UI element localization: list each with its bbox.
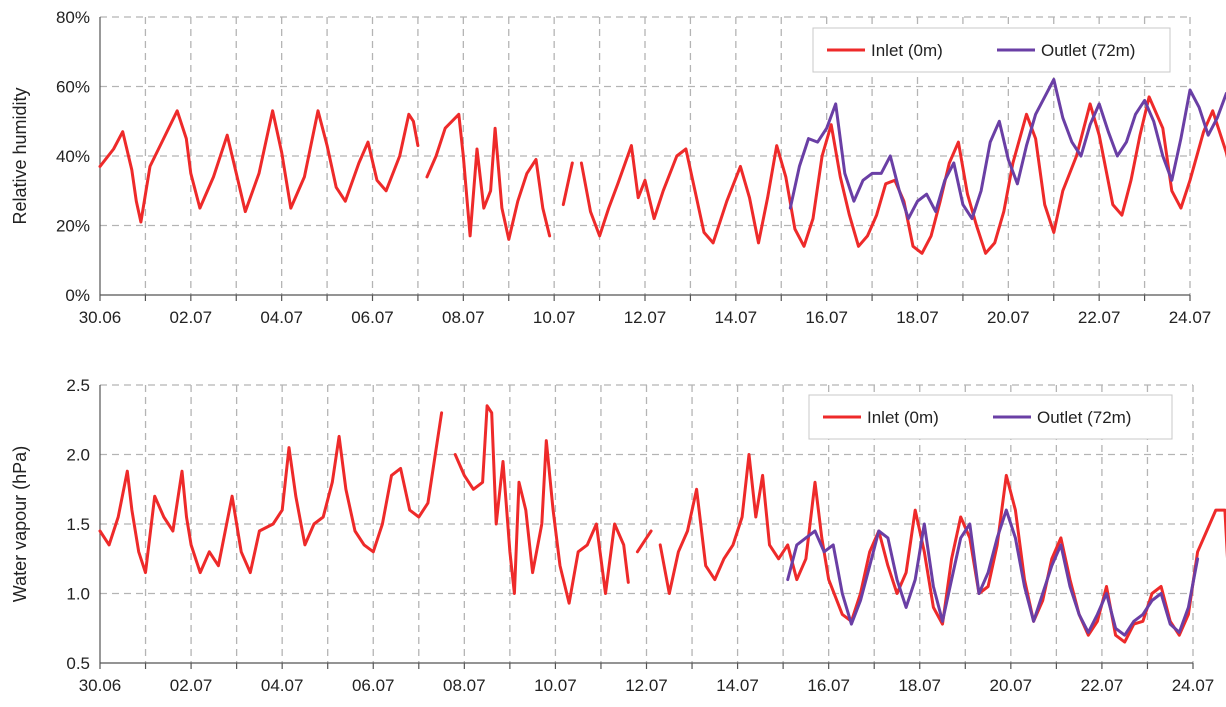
x-tick-label: 10.07 <box>534 676 577 695</box>
legend: Inlet (0m) Outlet (72m) <box>808 394 1173 440</box>
x-tick-label: 20.07 <box>990 676 1033 695</box>
y-tick-label: 1.0 <box>66 585 90 604</box>
x-tick-label: 06.07 <box>352 676 395 695</box>
series-line <box>425 112 552 241</box>
x-tick-label: 08.07 <box>443 676 486 695</box>
x-tick-label: 18.07 <box>898 676 941 695</box>
y-tick-label: 0.5 <box>66 654 90 673</box>
x-tick-label: 04.07 <box>261 676 304 695</box>
legend-box <box>808 394 1173 440</box>
x-tick-label: 06.07 <box>351 308 394 327</box>
y-axis-title: Relative humidity <box>10 87 30 224</box>
legend-label-inlet: Inlet (0m) <box>867 408 939 427</box>
series-inlet <box>98 404 1226 644</box>
series-line <box>453 404 630 605</box>
x-tick-label: 30.06 <box>79 308 122 327</box>
y-tick-label: 2.5 <box>66 376 90 395</box>
x-tick-label: 24.07 <box>1169 308 1212 327</box>
series-inlet <box>98 95 1226 255</box>
series-line <box>658 453 1226 644</box>
legend-label-outlet: Outlet (72m) <box>1037 408 1131 427</box>
series-line <box>98 109 420 224</box>
y-tick-label: 20% <box>56 217 90 236</box>
x-tick-label: 08.07 <box>442 308 485 327</box>
series-outlet <box>786 508 1200 637</box>
x-tick-label: 10.07 <box>533 308 576 327</box>
y-axis-title: Water vapour (hPa) <box>10 446 30 602</box>
x-tick-label: 02.07 <box>170 308 213 327</box>
x-tick-label: 30.06 <box>79 676 122 695</box>
x-tick-label: 02.07 <box>170 676 213 695</box>
x-tick-label: 14.07 <box>715 308 758 327</box>
series-outlet <box>788 78 1226 221</box>
x-tick-label: 12.07 <box>624 308 667 327</box>
y-tick-label: 2.0 <box>66 446 90 465</box>
x-tick-label: 22.07 <box>1078 308 1121 327</box>
series-line <box>786 508 1200 637</box>
legend-box <box>812 27 1171 73</box>
relative-humidity-chart: 0% 20% 40% 60% 80% 30.06 02.07 04.07 06.07 08.07 1… <box>10 8 1226 327</box>
x-tick-label: 16.07 <box>805 308 848 327</box>
y-tick-label: 80% <box>56 8 90 27</box>
series-line <box>788 78 1226 221</box>
x-tick-label: 14.07 <box>716 676 759 695</box>
x-tick-label: 12.07 <box>625 676 668 695</box>
y-tick-label: 40% <box>56 147 90 166</box>
x-tick-label: 04.07 <box>260 308 303 327</box>
y-tick-label: 0% <box>65 286 90 305</box>
y-tick-label: 1.5 <box>66 515 90 534</box>
x-tick-label: 24.07 <box>1172 676 1215 695</box>
y-tick-label: 60% <box>56 78 90 97</box>
series-line <box>579 95 1226 255</box>
x-tick-label: 20.07 <box>987 308 1030 327</box>
legend-label-inlet: Inlet (0m) <box>871 41 943 60</box>
legend-label-outlet: Outlet (72m) <box>1041 41 1135 60</box>
legend: Inlet (0m) Outlet (72m) <box>812 27 1171 73</box>
series-line <box>561 161 574 207</box>
water-vapour-chart: 0.5 1.0 1.5 2.0 2.5 30.06 02.07 04.07 06.07 08.07… <box>10 376 1226 695</box>
x-tick-label: 16.07 <box>807 676 850 695</box>
series-line <box>635 529 653 554</box>
x-tick-label: 22.07 <box>1081 676 1124 695</box>
series-line <box>98 411 444 575</box>
x-tick-label: 18.07 <box>896 308 939 327</box>
